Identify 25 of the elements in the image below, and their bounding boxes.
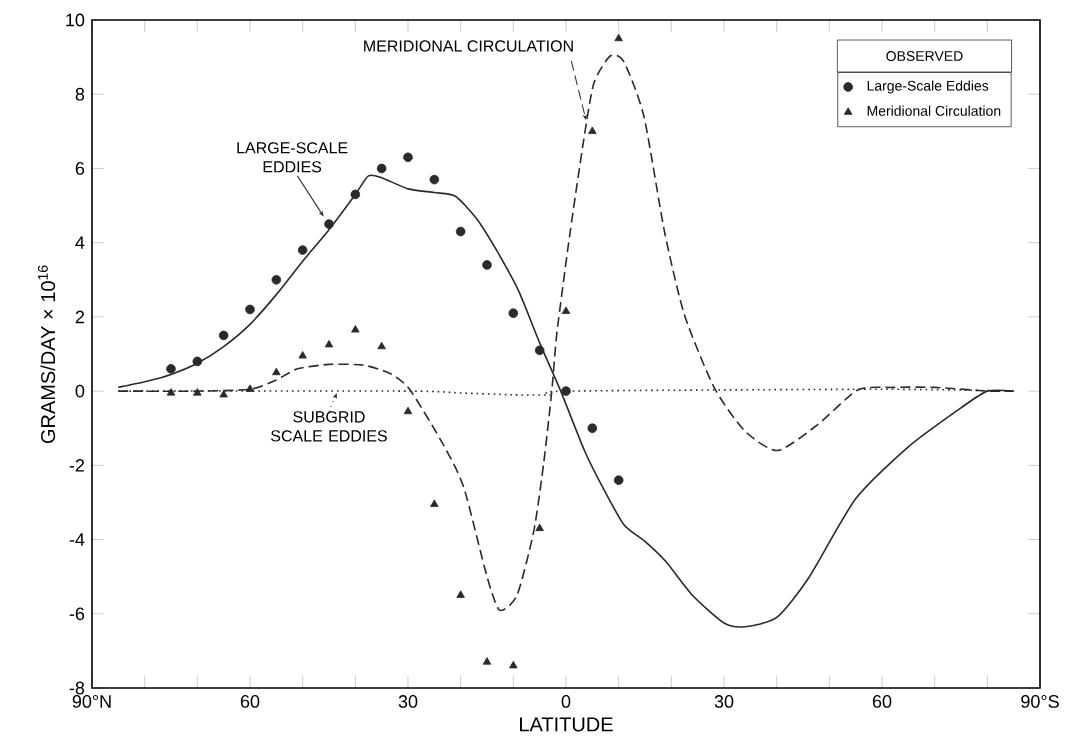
x-tick-label: 90°N bbox=[72, 695, 111, 708]
legend-label: Meridional Circulation bbox=[867, 105, 1001, 116]
y-tick-label: 10 bbox=[66, 13, 85, 27]
x-tick-label: 30 bbox=[714, 695, 734, 708]
x-tick-label: 60 bbox=[872, 695, 892, 708]
y-tick-label: -4 bbox=[69, 533, 85, 546]
x-axis-title: LATITUDE bbox=[520, 717, 613, 732]
x-tick-label: 30 bbox=[398, 695, 418, 708]
x-tick-label: 0 bbox=[561, 695, 571, 708]
legend-title: OBSERVED bbox=[886, 51, 963, 61]
y-tick-label: 8 bbox=[75, 87, 85, 101]
series-label: SUBGRID SCALE EDDIES bbox=[271, 411, 387, 442]
y-tick-label: 4 bbox=[75, 236, 85, 249]
y-tick-label: -2 bbox=[69, 459, 85, 472]
y-tick-label: -8 bbox=[69, 681, 85, 695]
y-tick-label: 2 bbox=[75, 310, 85, 324]
legend-label: Large-Scale Eddies bbox=[867, 80, 989, 94]
y-tick-label: 0 bbox=[75, 384, 85, 398]
x-tick-label: 90°S bbox=[1021, 695, 1059, 708]
x-tick-label: 60 bbox=[240, 695, 260, 708]
y-tick-label: -6 bbox=[69, 607, 85, 621]
y-axis-title: GRAMS/DAY × 10$^{16}$ bbox=[37, 265, 56, 444]
text: MERIDIONAL CIRCULATION bbox=[364, 40, 573, 52]
y-tick-label: 6 bbox=[75, 162, 85, 175]
series-label: LARGE-SCALE EDDIES bbox=[237, 142, 348, 173]
